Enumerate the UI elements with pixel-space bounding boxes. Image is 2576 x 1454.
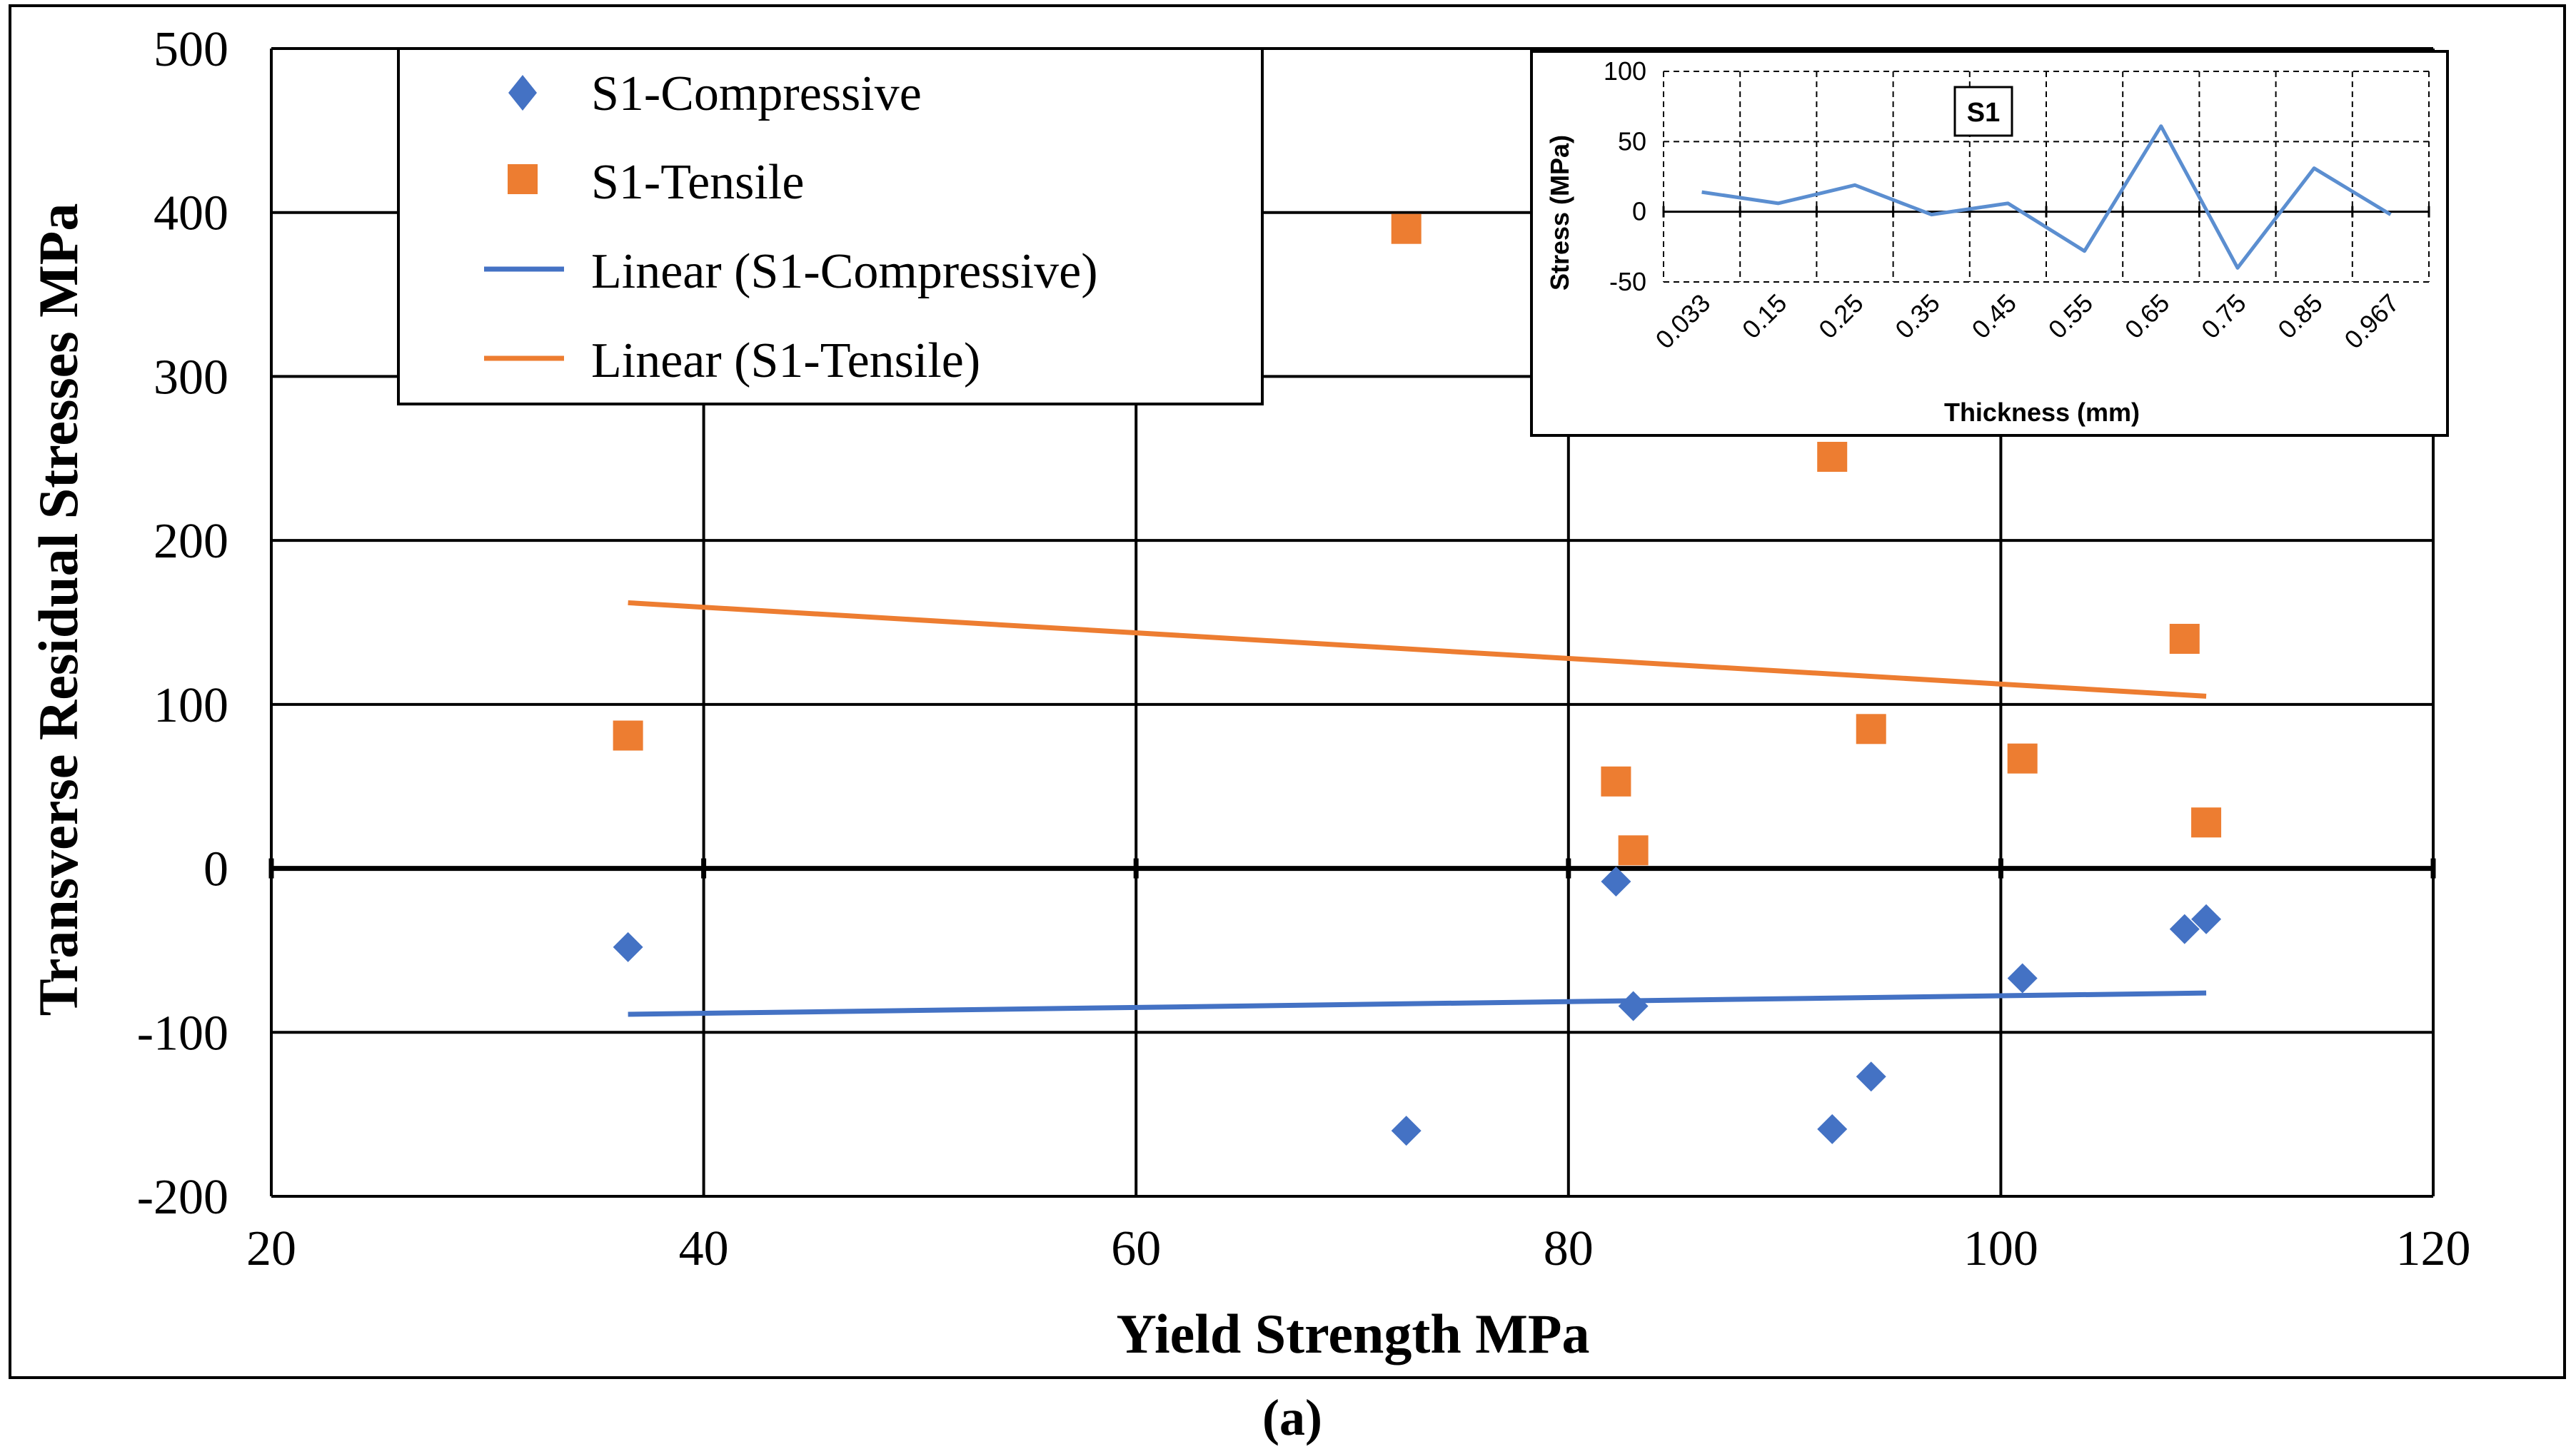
compressive-point: [2191, 904, 2222, 934]
inset-y-tick-label: -50: [1609, 267, 1646, 296]
tensile-trendline: [628, 600, 2207, 699]
inset-title: S1: [1967, 98, 2000, 128]
legend: S1-Compressive S1-Tensile Linear (S1-Com…: [397, 47, 1264, 405]
legend-linear-tensile-label: Linear (S1-Tensile): [591, 333, 980, 388]
inset-series-layer: [1701, 124, 2392, 270]
legend-tensile-marker: [508, 164, 538, 194]
tensile-point: [613, 720, 643, 751]
inset-y-tick-label: 0: [1632, 197, 1646, 226]
inset-x-axis-title: Thickness (mm): [1944, 398, 2140, 427]
compressive-point: [1391, 1116, 1422, 1146]
x-tick-label: 80: [1544, 1221, 1594, 1276]
inset-y-tick-label: 100: [1604, 56, 1646, 86]
y-tick-label: 200: [154, 514, 228, 569]
x-tick-label: 20: [246, 1221, 296, 1276]
inset-y-tick-labels: -50 0 50 100: [1604, 56, 1646, 296]
x-axis-title: Yield Strength MPa: [1117, 1303, 1590, 1365]
compressive-point: [2007, 963, 2038, 994]
x-tick-label: 40: [679, 1221, 729, 1276]
y-tick-label: 400: [154, 186, 228, 241]
inset-gridlines: [1662, 71, 2430, 283]
x-tick-label: 120: [2396, 1221, 2471, 1276]
compressive-point: [613, 932, 643, 962]
main-y-tick-labels: -200 -100 0 100 200 300 400 500: [137, 22, 228, 1225]
y-tick-label: -100: [137, 1006, 228, 1061]
compressive-point: [1856, 1061, 1886, 1092]
y-tick-label: 100: [154, 678, 228, 733]
y-tick-label: -200: [137, 1170, 228, 1225]
x-tick-label: 100: [1963, 1221, 2038, 1276]
legend-compressive-marker: [508, 75, 537, 111]
y-tick-label: 500: [154, 22, 228, 77]
legend-compressive-label: S1-Compressive: [591, 66, 922, 121]
y-tick-label: 300: [154, 350, 228, 405]
figure-caption: (a): [1262, 1389, 1322, 1446]
y-tick-label: 0: [203, 842, 228, 897]
x-tick-label: 60: [1111, 1221, 1161, 1276]
tensile-point: [1618, 835, 1649, 866]
tensile-point: [2191, 807, 2222, 838]
inset-stress-line: [1701, 124, 2392, 270]
tensile-point: [1856, 714, 1886, 744]
compressive-point: [1601, 866, 1631, 897]
inset-y-axis-title: Stress (MPa): [1545, 135, 1574, 291]
compressive-trendline: [628, 990, 2207, 1017]
legend-linear-compressive-label: Linear (S1-Compressive): [591, 244, 1098, 299]
main-x-tick-labels: 20 40 60 80 100 120: [246, 1221, 2471, 1276]
y-axis-title: Transverse Residual Stresses MPa: [27, 203, 89, 1016]
tensile-point: [2169, 623, 2200, 654]
compressive-point: [1618, 991, 1649, 1021]
inset-title-box: [1953, 86, 2013, 137]
tensile-point: [1601, 766, 1631, 797]
compressive-point: [1817, 1114, 1848, 1144]
compressive-point: [2169, 914, 2200, 944]
inset-y-tick-label: 50: [1618, 126, 1646, 156]
legend-box: [397, 47, 1264, 405]
main-series-layer: [613, 213, 2222, 1146]
tensile-point: [2007, 743, 2038, 774]
tensile-point: [1391, 213, 1422, 244]
legend-tensile-label: S1-Tensile: [591, 155, 804, 210]
tensile-point: [1817, 441, 1848, 472]
